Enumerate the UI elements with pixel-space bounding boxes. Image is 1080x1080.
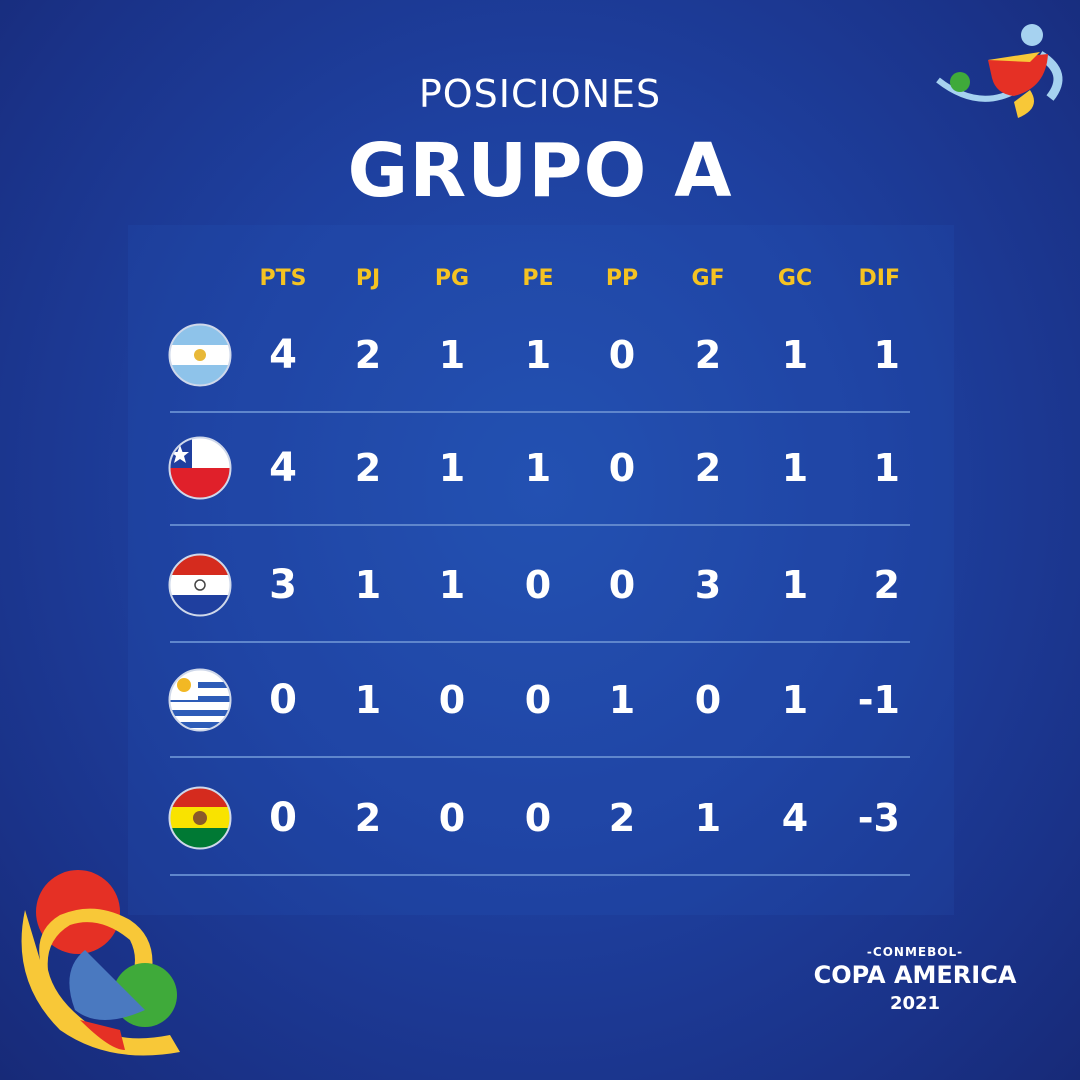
cell-pp: 1 <box>608 678 636 722</box>
cell-pp: 2 <box>608 796 636 840</box>
brand-org: -CONMEBOL- <box>866 945 964 959</box>
cell-pts: 3 <box>269 562 297 608</box>
cell-pj: 2 <box>354 333 382 377</box>
column-header-pe: PE <box>522 266 554 291</box>
cell-pg: 1 <box>438 563 466 607</box>
column-header-gf: GF <box>691 266 725 291</box>
cell-pj: 2 <box>354 796 382 840</box>
copa-america-logo: -CONMEBOL- COPA AMERICA 2021 <box>800 945 1030 1014</box>
cell-pe: 0 <box>524 678 552 722</box>
bolivia-flag-icon <box>168 786 232 850</box>
column-header-gc: GC <box>777 266 813 291</box>
cell-pj: 2 <box>354 446 382 490</box>
cell-gf: 2 <box>694 333 722 377</box>
column-header-dif: DIF <box>858 266 900 291</box>
column-header-pg: PG <box>434 266 470 291</box>
row-divider <box>170 411 910 413</box>
cell-pj: 1 <box>354 563 382 607</box>
cell-pg: 1 <box>438 446 466 490</box>
cell-pe: 0 <box>524 563 552 607</box>
cell-gc: 4 <box>781 796 809 840</box>
brand-name: COPA AMERICA <box>813 961 1017 989</box>
row-divider <box>170 874 910 876</box>
cell-pts: 0 <box>269 795 297 841</box>
table-panel <box>128 225 954 915</box>
cell-dif: 2 <box>873 563 900 607</box>
table-row: 3 1 1 0 0 3 1 2 <box>0 549 1080 665</box>
cell-gf: 2 <box>694 446 722 490</box>
cell-pp: 0 <box>608 446 636 490</box>
table-row: 0 1 0 0 1 0 1 -1 <box>0 664 1080 780</box>
cell-pp: 0 <box>608 563 636 607</box>
cell-dif: -3 <box>857 796 900 840</box>
subtitle: POSICIONES <box>418 72 662 116</box>
cell-gc: 1 <box>781 333 809 377</box>
cell-gf: 1 <box>694 796 722 840</box>
page-title: GRUPO A <box>347 128 733 214</box>
cell-gc: 1 <box>781 563 809 607</box>
row-divider <box>170 524 910 526</box>
cell-pe: 1 <box>524 333 552 377</box>
argentina-flag-icon <box>168 323 232 387</box>
cell-pe: 0 <box>524 796 552 840</box>
cell-dif: 1 <box>873 333 900 377</box>
column-header-pj: PJ <box>355 266 381 291</box>
cell-gc: 1 <box>781 678 809 722</box>
paraguay-flag-icon <box>168 553 232 617</box>
cell-pts: 4 <box>269 445 297 491</box>
cell-dif: 1 <box>873 446 900 490</box>
row-divider <box>170 641 910 643</box>
cell-pe: 1 <box>524 446 552 490</box>
copa-logo-icon <box>21 870 180 1056</box>
column-header-pp: PP <box>605 266 639 291</box>
brand-year: 2021 <box>889 993 941 1014</box>
uruguay-flag-icon <box>168 668 232 732</box>
cell-gf: 3 <box>694 563 722 607</box>
cell-pj: 1 <box>354 678 382 722</box>
cell-pts: 4 <box>269 332 297 378</box>
cell-dif: -1 <box>857 678 900 722</box>
player-logo-icon <box>936 24 1063 118</box>
cell-pg: 0 <box>438 796 466 840</box>
cell-pts: 0 <box>269 677 297 723</box>
table-row: 4 2 1 1 0 2 1 1 <box>0 432 1080 548</box>
chile-flag-icon <box>168 436 232 500</box>
cell-pg: 0 <box>438 678 466 722</box>
column-header-pts: PTS <box>259 266 307 291</box>
cell-pp: 0 <box>608 333 636 377</box>
table-row: 4 2 1 1 0 2 1 1 <box>0 319 1080 435</box>
row-divider <box>170 756 910 758</box>
cell-pg: 1 <box>438 333 466 377</box>
cell-gf: 0 <box>694 678 722 722</box>
cell-gc: 1 <box>781 446 809 490</box>
table-row: 0 2 0 0 2 1 4 -3 <box>0 782 1080 898</box>
